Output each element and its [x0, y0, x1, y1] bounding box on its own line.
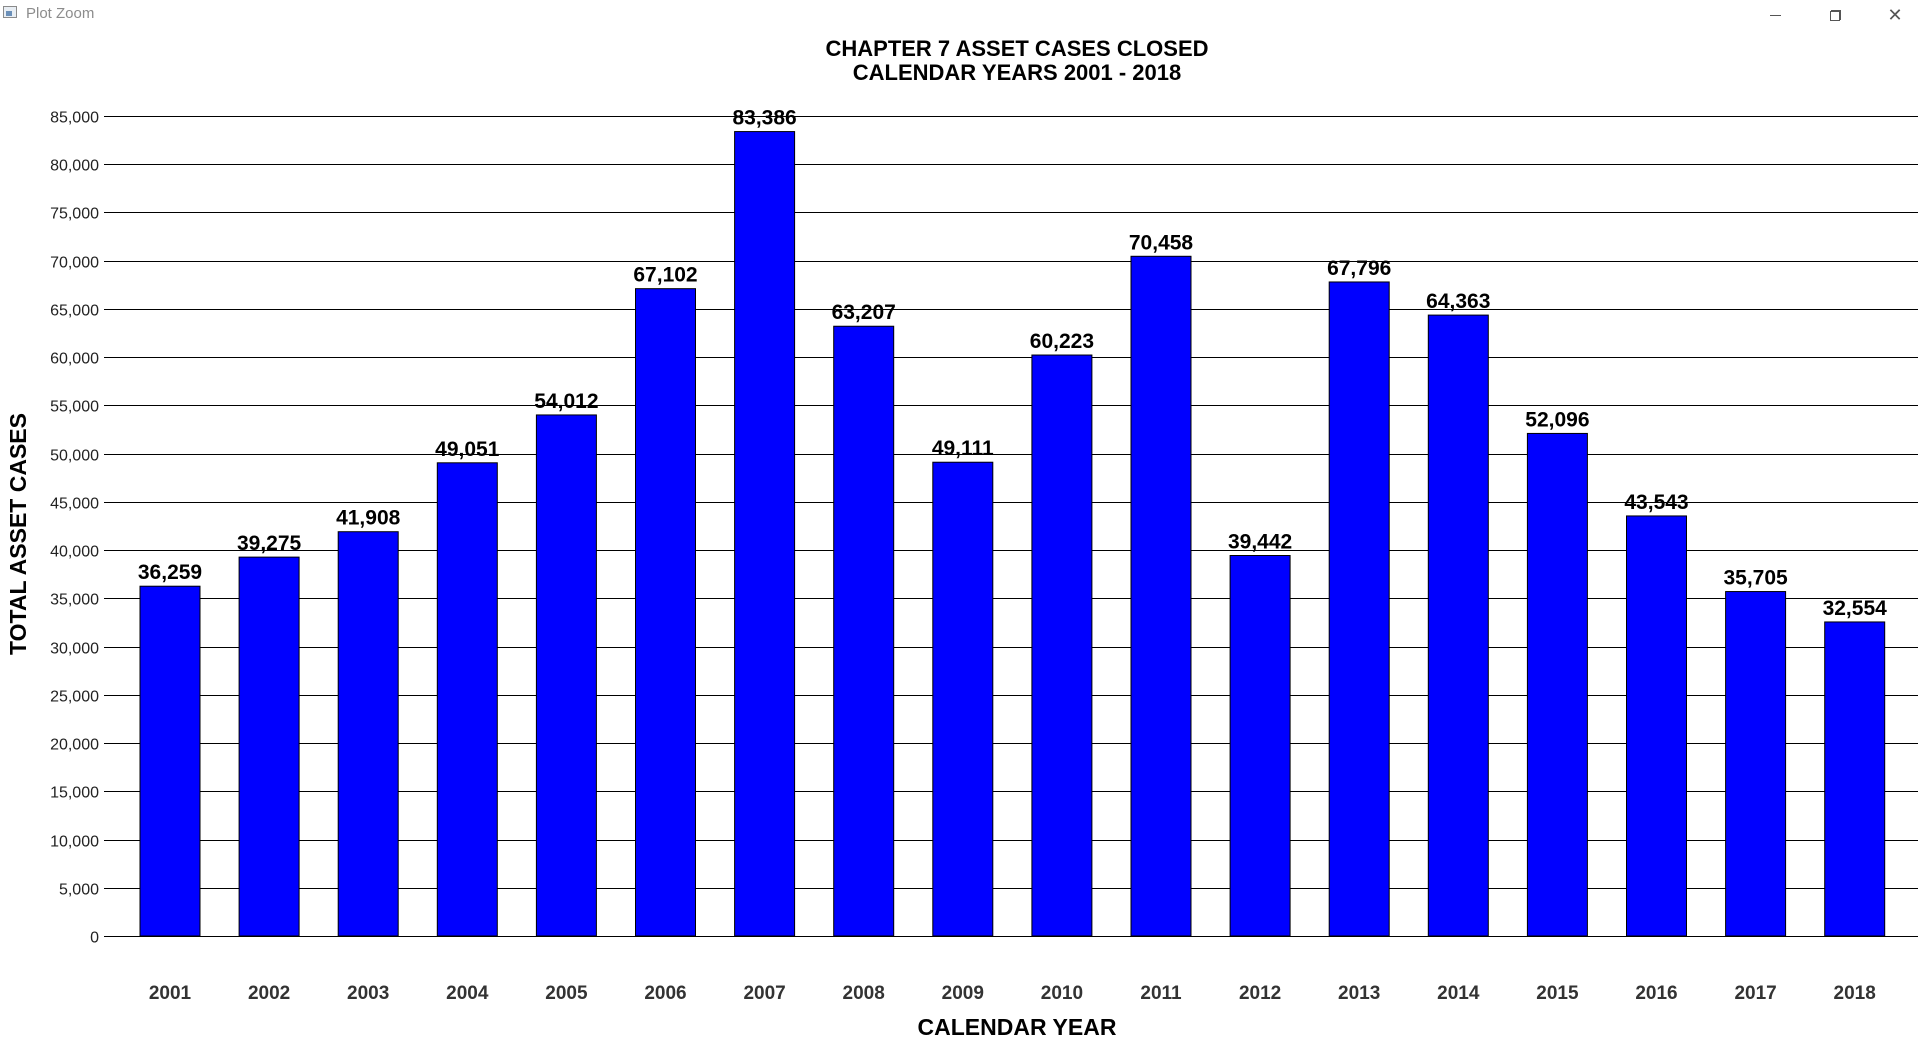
y-tick-label: 80,000 [50, 158, 99, 175]
x-axis-ticks: 2001 2002 2003 2004 2005 2006 2007 2008 2009 2010… [149, 983, 1876, 1004]
y-tick-label: 50,000 [50, 448, 99, 465]
y-tick-label: 10,000 [50, 834, 99, 851]
gridlines [110, 116, 1918, 937]
window-titlebar: Plot Zoom ✕ [0, 0, 1920, 30]
bar-2007 [734, 131, 796, 937]
minimize-button[interactable] [1746, 0, 1804, 30]
x-tick-label: 2017 [1734, 983, 1776, 1004]
x-tick-label: 2010 [1041, 983, 1083, 1004]
bar-value-label: 52,096 [1525, 408, 1589, 431]
bar-2017 [1725, 591, 1787, 937]
x-tick-label: 2016 [1635, 983, 1677, 1004]
bar-value-label: 49,051 [435, 438, 500, 461]
chart-title-line2: CALENDAR YEARS 2001 - 2018 [853, 60, 1182, 85]
y-tick-label: 20,000 [50, 737, 99, 754]
bar-2004 [436, 462, 498, 937]
y-tick-label: 70,000 [50, 255, 99, 272]
chart-title-line1: CHAPTER 7 ASSET CASES CLOSED [825, 36, 1208, 61]
x-tick-label: 2014 [1437, 983, 1480, 1004]
plot-zoom-app-icon [3, 6, 17, 18]
restore-button[interactable] [1806, 0, 1864, 30]
y-tick-label: 40,000 [50, 544, 99, 561]
y-tick-label: 5,000 [59, 882, 99, 899]
y-tick-label: 30,000 [50, 641, 99, 658]
x-tick-label: 2006 [644, 983, 686, 1004]
bar-2018 [1824, 621, 1886, 937]
close-icon: ✕ [1887, 5, 1903, 25]
window-title: Plot Zoom [26, 5, 95, 22]
bar-value-label: 35,705 [1723, 567, 1788, 590]
y-tick-label: 35,000 [50, 592, 99, 609]
bar-value-label: 67,102 [633, 264, 697, 287]
bar-value-label: 67,796 [1327, 257, 1391, 280]
close-button[interactable]: ✕ [1866, 0, 1920, 30]
x-tick-label: 2018 [1834, 983, 1876, 1004]
bar-2006 [635, 288, 696, 937]
bar-2014 [1427, 314, 1489, 937]
bar-2002 [238, 556, 300, 937]
bar-value-label: 63,207 [832, 301, 896, 324]
bar-2012 [1229, 555, 1291, 937]
bars [139, 131, 1886, 937]
x-tick-label: 2015 [1536, 983, 1579, 1004]
x-tick-label: 2001 [149, 983, 192, 1004]
bar-value-label: 32,554 [1823, 597, 1888, 620]
y-axis-ticks: 0 5,000 10,000 15,000 20,000 25,000 30,000 35,0… [50, 110, 110, 947]
x-axis-label: CALENDAR YEAR [918, 1014, 1117, 1040]
y-tick-label: 15,000 [50, 785, 99, 802]
x-tick-label: 2002 [248, 983, 290, 1004]
x-tick-label: 2009 [942, 983, 984, 1004]
bar-value-labels: 36,259 39,275 41,908 49,051 54,012 67,102 83,3… [138, 107, 1887, 620]
x-tick-label: 2007 [743, 983, 785, 1004]
bar-2009 [932, 461, 994, 937]
y-tick-label: 45,000 [50, 496, 99, 513]
bar-value-label: 39,442 [1228, 531, 1292, 554]
x-tick-label: 2008 [843, 983, 885, 1004]
bar-value-label: 39,275 [237, 532, 302, 555]
x-tick-label: 2013 [1338, 983, 1380, 1004]
bar-2011 [1130, 255, 1192, 937]
bar-value-label: 41,908 [336, 507, 401, 530]
x-tick-label: 2011 [1140, 983, 1182, 1004]
bar-value-label: 70,458 [1129, 231, 1194, 254]
y-tick-label: 85,000 [50, 110, 99, 127]
y-tick-label: 25,000 [50, 689, 99, 706]
bar-value-label: 60,223 [1030, 330, 1094, 353]
minimize-icon [1769, 14, 1781, 16]
y-axis-label: TOTAL ASSET CASES [5, 413, 31, 655]
y-tick-label: 0 [90, 930, 99, 947]
bar-value-label: 54,012 [534, 390, 598, 413]
bar-value-label: 64,363 [1426, 290, 1490, 313]
x-tick-label: 2003 [347, 983, 389, 1004]
y-tick-label: 75,000 [50, 206, 99, 223]
bar-2003 [337, 531, 399, 937]
x-tick-label: 2004 [446, 983, 489, 1004]
x-tick-label: 2005 [545, 983, 588, 1004]
y-tick-label: 55,000 [50, 399, 99, 416]
bar-value-label: 49,111 [932, 437, 994, 460]
y-tick-label: 60,000 [50, 351, 99, 368]
bar-2010 [1031, 354, 1093, 937]
bar-value-label: 43,543 [1624, 491, 1688, 514]
bar-2015 [1526, 432, 1588, 937]
bar-2008 [833, 325, 895, 937]
x-tick-label: 2012 [1239, 983, 1281, 1004]
y-tick-label: 65,000 [50, 303, 99, 320]
bar-2013 [1328, 281, 1390, 937]
restore-icon [1829, 9, 1841, 21]
bar-2016 [1626, 515, 1687, 937]
bar-value-label: 83,386 [732, 107, 796, 130]
bar-2001 [139, 585, 201, 937]
bar-value-label: 36,259 [138, 561, 202, 584]
bar-2005 [535, 414, 597, 937]
